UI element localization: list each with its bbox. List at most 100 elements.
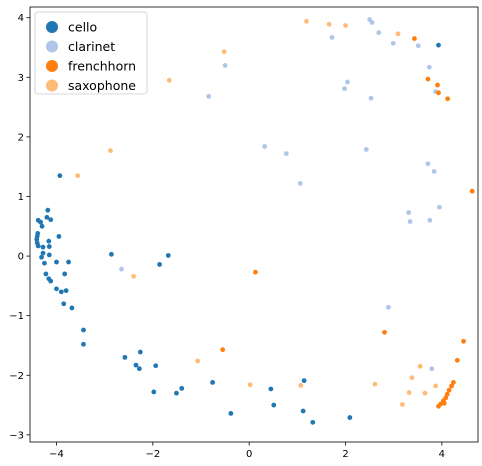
points-layer xyxy=(34,17,475,425)
point-cello xyxy=(35,243,41,249)
point-cello xyxy=(271,402,277,408)
series-frenchhorn xyxy=(220,36,475,409)
point-clarinet xyxy=(345,79,350,85)
point-saxophone xyxy=(166,77,172,83)
point-saxophone xyxy=(131,273,136,279)
x-tick-label: 0 xyxy=(246,449,252,460)
point-cello xyxy=(228,411,234,416)
point-cello xyxy=(81,327,86,333)
point-cello xyxy=(46,252,52,258)
point-clarinet xyxy=(437,204,442,210)
point-cello xyxy=(54,259,59,265)
point-frenchhorn xyxy=(412,36,417,41)
point-saxophone xyxy=(395,31,401,37)
x-tick-label: −2 xyxy=(145,449,160,460)
point-cello xyxy=(56,234,62,239)
point-clarinet xyxy=(368,95,374,101)
y-tick-label: −2 xyxy=(9,371,24,382)
point-saxophone xyxy=(343,23,348,28)
point-cello xyxy=(42,260,47,266)
point-clarinet xyxy=(297,180,303,186)
point-cello xyxy=(109,251,114,257)
point-frenchhorn xyxy=(441,400,447,406)
point-cello xyxy=(174,390,179,396)
point-saxophone xyxy=(409,375,415,381)
point-cello xyxy=(436,42,441,48)
point-frenchhorn xyxy=(253,269,258,275)
point-frenchhorn xyxy=(449,383,454,389)
point-cello xyxy=(63,288,69,294)
point-cello xyxy=(165,253,171,258)
point-saxophone xyxy=(221,49,227,55)
point-clarinet xyxy=(369,20,375,25)
point-cello xyxy=(39,254,44,260)
point-saxophone xyxy=(195,358,201,364)
point-cello xyxy=(136,366,142,372)
legend-marker-clarinet xyxy=(46,40,58,53)
y-tick-label: 3 xyxy=(18,73,24,84)
point-clarinet xyxy=(119,266,124,272)
point-frenchhorn xyxy=(451,380,456,385)
point-saxophone xyxy=(417,363,423,369)
y-tick-label: −1 xyxy=(9,311,24,322)
point-cello xyxy=(34,237,40,242)
plot-frame xyxy=(29,6,479,443)
point-frenchhorn xyxy=(382,329,387,335)
x-tick-label: −4 xyxy=(49,449,64,460)
point-cello xyxy=(310,419,316,425)
point-frenchhorn xyxy=(436,90,441,96)
point-clarinet xyxy=(429,366,435,372)
point-saxophone xyxy=(304,18,309,24)
legend-marker-saxophone xyxy=(46,79,58,92)
point-cello xyxy=(44,214,50,220)
point-saxophone xyxy=(406,390,412,395)
legend-label-saxophone: saxophone xyxy=(68,78,136,93)
point-cello xyxy=(137,349,143,355)
point-frenchhorn xyxy=(220,347,226,353)
point-clarinet xyxy=(426,64,432,70)
point-saxophone xyxy=(247,382,253,388)
point-clarinet xyxy=(415,43,421,49)
point-cello xyxy=(301,378,307,384)
point-saxophone xyxy=(372,381,378,387)
point-cello xyxy=(46,244,52,249)
point-cello xyxy=(268,386,274,392)
y-tick-label: 2 xyxy=(18,132,24,143)
point-clarinet xyxy=(342,86,347,92)
point-cello xyxy=(43,271,49,277)
point-saxophone xyxy=(75,173,81,179)
point-frenchhorn xyxy=(454,357,460,363)
x-axis: −4 −2 0 2 4 xyxy=(49,442,445,460)
legend-box xyxy=(34,11,148,95)
point-cello xyxy=(347,415,353,420)
point-clarinet xyxy=(406,210,412,215)
point-cello xyxy=(69,305,75,311)
legend-marker-cello xyxy=(46,21,58,33)
point-frenchhorn xyxy=(446,387,452,393)
point-clarinet xyxy=(386,304,391,310)
point-cello xyxy=(151,389,157,395)
point-frenchhorn xyxy=(435,82,440,88)
point-clarinet xyxy=(363,147,369,152)
point-cello xyxy=(40,244,46,250)
y-axis: −3 −2 −1 0 1 2 3 4 xyxy=(9,13,30,441)
legend-label-frenchhorn: frenchhorn xyxy=(68,59,136,74)
point-clarinet xyxy=(376,30,382,36)
point-clarinet xyxy=(329,34,335,40)
point-clarinet xyxy=(390,40,396,46)
point-cello xyxy=(179,385,185,391)
point-cello xyxy=(81,341,86,347)
y-tick-label: −3 xyxy=(9,430,24,441)
point-cello xyxy=(40,250,46,256)
y-tick-label: 1 xyxy=(18,192,24,203)
y-tick-label: 4 xyxy=(18,13,24,24)
point-saxophone xyxy=(422,390,428,396)
series-saxophone xyxy=(75,18,439,407)
series-clarinet xyxy=(119,17,442,372)
point-clarinet xyxy=(407,219,413,224)
point-cello xyxy=(153,363,159,369)
point-cello xyxy=(48,278,54,284)
y-tick-label: 0 xyxy=(18,252,24,263)
legend-label-cello: cello xyxy=(68,20,97,35)
